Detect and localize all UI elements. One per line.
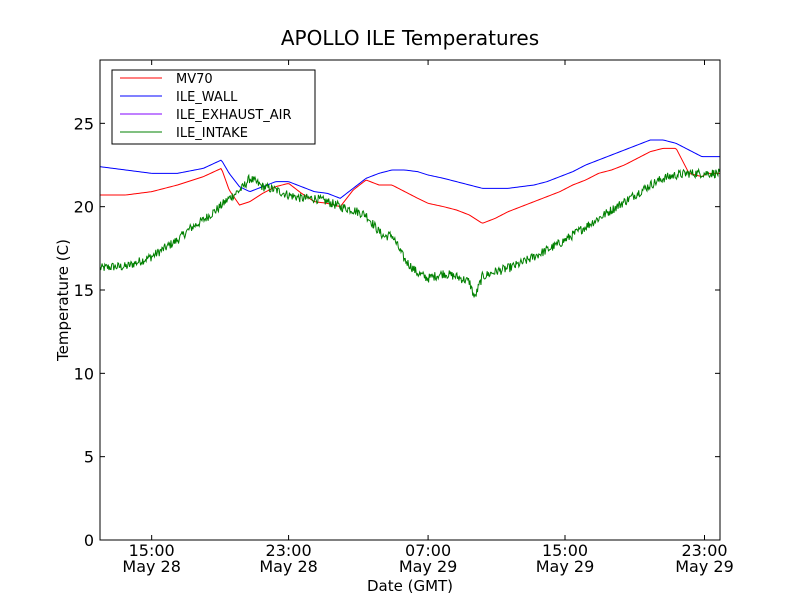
legend-label: MV70 bbox=[176, 72, 213, 87]
x-tick-date-label: May 28 bbox=[259, 557, 318, 576]
y-tick-label: 15 bbox=[74, 281, 94, 300]
series-line-ile-intake bbox=[99, 167, 721, 298]
x-tick-time-label: 07:00 bbox=[405, 541, 451, 560]
series-line-mv70 bbox=[100, 147, 720, 224]
legend-label: ILE_EXHAUST_AIR bbox=[176, 108, 292, 123]
y-tick-label: 20 bbox=[74, 198, 94, 217]
y-axis-label: Temperature (C) bbox=[54, 239, 72, 362]
x-tick-date-label: May 29 bbox=[399, 557, 458, 576]
y-tick-label: 0 bbox=[84, 531, 94, 550]
chart-title: APOLLO ILE Temperatures bbox=[281, 26, 539, 50]
y-tick-label: 5 bbox=[84, 448, 94, 467]
x-tick-date-label: May 28 bbox=[122, 557, 181, 576]
x-tick-time-label: 15:00 bbox=[542, 541, 588, 560]
series-line-ile-wall bbox=[99, 139, 720, 199]
x-tick-time-label: 15:00 bbox=[129, 541, 175, 560]
plot-area bbox=[99, 139, 721, 298]
x-tick-date-label: May 29 bbox=[675, 557, 734, 576]
plot-frame bbox=[99, 59, 721, 541]
legend: MV70 ILE_WALL ILE_EXHAUST_AIR ILE_INTAKE bbox=[111, 69, 316, 145]
y-tick-label: 25 bbox=[74, 114, 94, 133]
x-tick-time-label: 23:00 bbox=[681, 541, 727, 560]
x-tick-date-label: May 29 bbox=[536, 557, 595, 576]
x-tick-time-label: 23:00 bbox=[266, 541, 312, 560]
legend-label: ILE_WALL bbox=[176, 90, 238, 105]
legend-label: ILE_INTAKE bbox=[176, 126, 248, 141]
x-axis-label: Date (GMT) bbox=[367, 577, 453, 595]
y-tick-label: 10 bbox=[74, 364, 94, 383]
